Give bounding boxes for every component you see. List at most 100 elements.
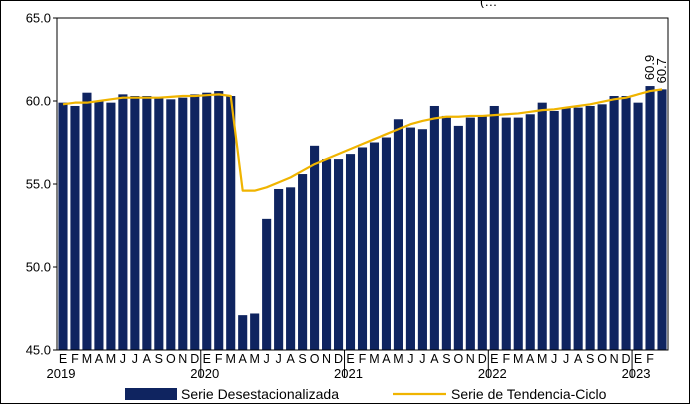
x-tick-label: A: [526, 352, 535, 366]
bar: [513, 117, 523, 350]
bar: [381, 137, 392, 350]
bar: [94, 101, 104, 350]
x-tick-label: D: [334, 352, 343, 366]
y-tick-label: 55.0: [26, 177, 51, 192]
legend-label-line: Serie de Tendencia-Ciclo: [451, 386, 607, 402]
bar: [417, 129, 427, 350]
labels-layer: 60.960.7: [642, 55, 669, 84]
x-tick-label: J: [132, 352, 138, 366]
bars-layer: [58, 86, 667, 351]
bar: [142, 96, 152, 351]
bar: [70, 105, 80, 350]
x-tick-label: N: [322, 352, 331, 366]
bar: [597, 104, 607, 350]
x-tick-label: J: [407, 352, 413, 366]
x-tick-label: E: [634, 352, 642, 366]
x-tick-label: N: [610, 352, 619, 366]
bar: [621, 96, 631, 351]
bar: [286, 187, 296, 350]
x-tick-label: J: [419, 352, 425, 366]
bar: [657, 89, 667, 350]
x-tick-label: F: [71, 352, 79, 366]
x-tick-label: A: [574, 352, 583, 366]
header-text: (…: [480, 0, 498, 8]
x-tick-label: D: [622, 352, 631, 366]
bar: [58, 102, 68, 350]
bar: [633, 102, 643, 350]
bar: [130, 96, 140, 351]
y-tick-label: 65.0: [26, 11, 51, 26]
bar: [106, 102, 116, 350]
bar: [645, 86, 655, 350]
bar: [82, 92, 92, 350]
bar: [274, 188, 284, 350]
bar: [465, 117, 475, 350]
x-tick-label: A: [239, 352, 248, 366]
bar: [333, 159, 344, 350]
y-tick-label: 50.0: [26, 260, 51, 275]
x-tick-label: E: [59, 352, 67, 366]
year-label: 2022: [478, 366, 507, 381]
report-header: (…: [480, 0, 497, 8]
x-tick-label: J: [551, 352, 557, 366]
bar: [322, 159, 332, 350]
y-tick-label: 60.0: [26, 94, 51, 109]
data-label: 60.9: [642, 55, 657, 80]
x-tick-label: M: [369, 352, 379, 366]
x-tick-label: S: [155, 352, 163, 366]
bar: [585, 105, 595, 350]
x-tick-label: F: [359, 352, 367, 366]
bar: [393, 119, 403, 350]
x-tick-label: S: [442, 352, 450, 366]
bar: [250, 313, 260, 350]
bar: [477, 115, 487, 350]
x-tick-label: A: [143, 352, 152, 366]
bar: [178, 97, 188, 351]
x-tick-label: D: [190, 352, 199, 366]
bar: [549, 110, 559, 351]
x-tick-label: O: [310, 352, 320, 366]
x-tick-label: A: [430, 352, 439, 366]
bar: [453, 125, 463, 351]
bar: [238, 315, 248, 350]
x-tick-label: N: [178, 352, 187, 366]
x-tick-label: M: [226, 352, 236, 366]
x-tick-label: M: [249, 352, 259, 366]
x-tick-label: J: [276, 352, 282, 366]
x-tick-label: A: [382, 352, 391, 366]
x-tick-label: M: [513, 352, 523, 366]
bar: [573, 107, 583, 350]
bar: [429, 105, 439, 350]
bar: [166, 99, 176, 350]
year-label: 2020: [190, 366, 219, 381]
x-tick-label: E: [203, 352, 211, 366]
legend-swatch-bars: [125, 388, 177, 400]
x-tick-label: N: [466, 352, 475, 366]
x-tick-label: M: [393, 352, 403, 366]
year-label: 2023: [622, 366, 651, 381]
bar: [226, 96, 236, 351]
x-tick-label: F: [646, 352, 654, 366]
bar: [298, 174, 308, 350]
bar: [561, 107, 571, 350]
year-label: 2021: [334, 366, 363, 381]
bar: [118, 94, 128, 350]
x-tick-label: S: [298, 352, 306, 366]
x-tick-label: J: [120, 352, 126, 366]
bar: [369, 142, 380, 350]
x-tick-label: O: [597, 352, 607, 366]
bar: [525, 114, 535, 350]
x-tick-label: J: [264, 352, 270, 366]
x-tick-label: A: [286, 352, 295, 366]
bar: [202, 92, 212, 350]
legend: Serie Desestacionalizada Serie de Tendenc…: [125, 386, 607, 402]
bar: [190, 94, 200, 350]
x-tick-label: M: [82, 352, 92, 366]
bar: [537, 102, 547, 350]
x-tick-label: S: [586, 352, 594, 366]
x-tick-label: M: [106, 352, 116, 366]
x-tick-label: O: [166, 352, 176, 366]
x-tick-label: E: [490, 352, 498, 366]
